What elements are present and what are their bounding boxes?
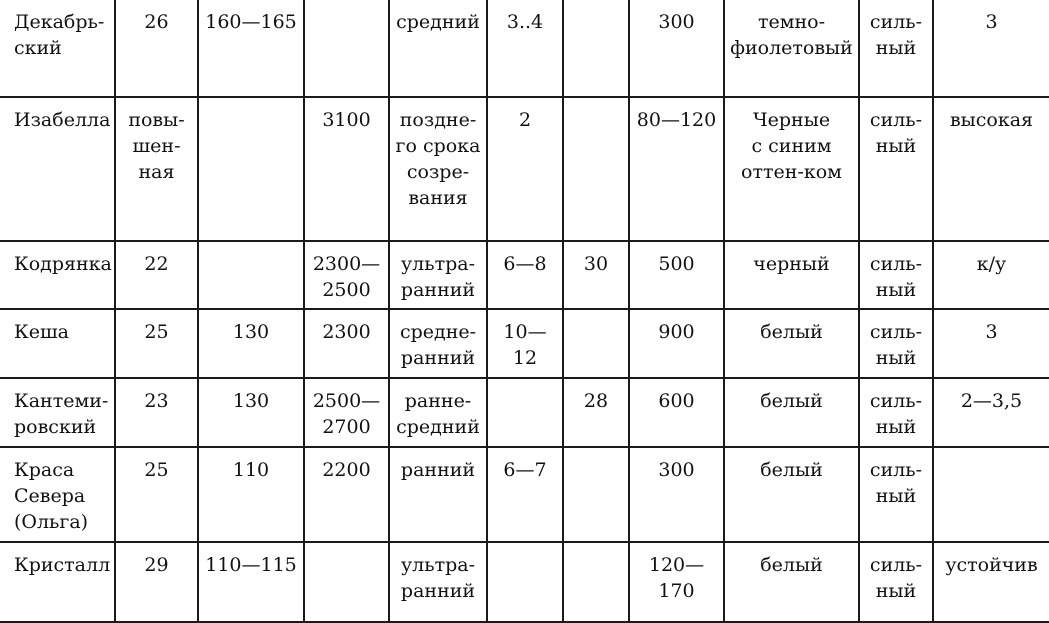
table-cell: средний [388, 0, 488, 98]
table-cell: 3..4 [486, 0, 564, 98]
table-cell: 6—7 [486, 446, 564, 543]
table-cell: 130 [197, 377, 305, 448]
table-cell: 2300— 2500 [303, 240, 390, 310]
table-cell [197, 240, 305, 310]
table-cell: 3 [932, 0, 1049, 98]
table-cell [562, 308, 630, 379]
table-cell: 25 [114, 446, 199, 543]
table-cell: 30 [562, 240, 630, 310]
table-cell: повы- шен- ная [114, 96, 199, 242]
table-cell: 3 [932, 308, 1049, 379]
table-cell [303, 0, 390, 98]
table-cell: силь- ный [858, 446, 934, 543]
table-cell: 29 [114, 541, 199, 623]
table-cell: к/у [932, 240, 1049, 310]
table-cell [486, 377, 564, 448]
table-cell: 6—8 [486, 240, 564, 310]
table-cell [932, 446, 1049, 543]
table-cell: 22 [114, 240, 199, 310]
table-cell [486, 541, 564, 623]
table-cell: силь- ный [858, 96, 934, 242]
table-cell: 80—120 [628, 96, 725, 242]
table-cell: 28 [562, 377, 630, 448]
table-cell: 26 [114, 0, 199, 98]
table-row: Кристалл 29 110—115 ультра- ранний 120— 170 б… [0, 541, 1049, 623]
variety-name-cell: Кодрянка [0, 240, 116, 310]
table-cell: ультра- ранний [388, 541, 488, 623]
table-cell: 120— 170 [628, 541, 725, 623]
table-row: Краса Севера (Ольга) 25 110 2200 ранний 6—7 30… [0, 446, 1049, 543]
table-cell: белый [723, 377, 860, 448]
table-cell: силь- ный [858, 0, 934, 98]
variety-name-cell: Кеша [0, 308, 116, 379]
table-cell [562, 0, 630, 98]
table-cell: 600 [628, 377, 725, 448]
table-cell: силь- ный [858, 377, 934, 448]
table-cell [303, 541, 390, 623]
table-cell: 2200 [303, 446, 390, 543]
table-cell: 500 [628, 240, 725, 310]
table-cell: белый [723, 541, 860, 623]
table-cell: 10— 12 [486, 308, 564, 379]
table-cell: 900 [628, 308, 725, 379]
table-cell: силь- ный [858, 541, 934, 623]
table-cell: 23 [114, 377, 199, 448]
table-cell: высокая [932, 96, 1049, 242]
table-cell: ранне- средний [388, 377, 488, 448]
table-cell [562, 541, 630, 623]
table-cell [562, 96, 630, 242]
table-row: Изабелла повы- шен- ная 3100 поздне- го сро… [0, 96, 1049, 242]
table-cell: белый [723, 308, 860, 379]
table-cell: 110—115 [197, 541, 305, 623]
variety-name-cell: Краса Севера (Ольга) [0, 446, 116, 543]
table-cell: поздне- го срока созре- вания [388, 96, 488, 242]
table-cell: 160—165 [197, 0, 305, 98]
variety-name-cell: Изабелла [0, 96, 116, 242]
table-cell: Черные с синим оттен-ком [723, 96, 860, 242]
table-cell: 2 [486, 96, 564, 242]
table-cell: средне- ранний [388, 308, 488, 379]
table-cell: 2500— 2700 [303, 377, 390, 448]
table-cell: силь- ный [858, 240, 934, 310]
table-cell: белый [723, 446, 860, 543]
table-cell: черный [723, 240, 860, 310]
variety-name-cell: Кристалл [0, 541, 116, 623]
table-cell: 2—3,5 [932, 377, 1049, 448]
table-cell: темно- фиолетовый [723, 0, 860, 98]
variety-name-cell: Кантеми- ровский [0, 377, 116, 448]
table-cell: 25 [114, 308, 199, 379]
table-cell: ранний [388, 446, 488, 543]
table-row: Кантеми- ровский 23 130 2500— 2700 ранне- ср… [0, 377, 1049, 448]
table-cell: 300 [628, 0, 725, 98]
table-cell [562, 446, 630, 543]
table-cell: 130 [197, 308, 305, 379]
table-cell: ультра- ранний [388, 240, 488, 310]
table-cell: 300 [628, 446, 725, 543]
table-cell [197, 96, 305, 242]
variety-name-cell: Декабрь- ский [0, 0, 116, 98]
table-cell: устойчив [932, 541, 1049, 623]
table-row: Кодрянка 22 2300— 2500 ультра- ранний 6—8 30 5… [0, 240, 1049, 310]
table-row: Кеша 25 130 2300 средне- ранний 10— 12 900 белы… [0, 308, 1049, 379]
table-cell: 110 [197, 446, 305, 543]
table-cell: 3100 [303, 96, 390, 242]
table-cell: силь- ный [858, 308, 934, 379]
table-row: Декабрь- ский 26 160—165 средний 3..4 300 темн… [0, 0, 1049, 98]
table-cell: 2300 [303, 308, 390, 379]
